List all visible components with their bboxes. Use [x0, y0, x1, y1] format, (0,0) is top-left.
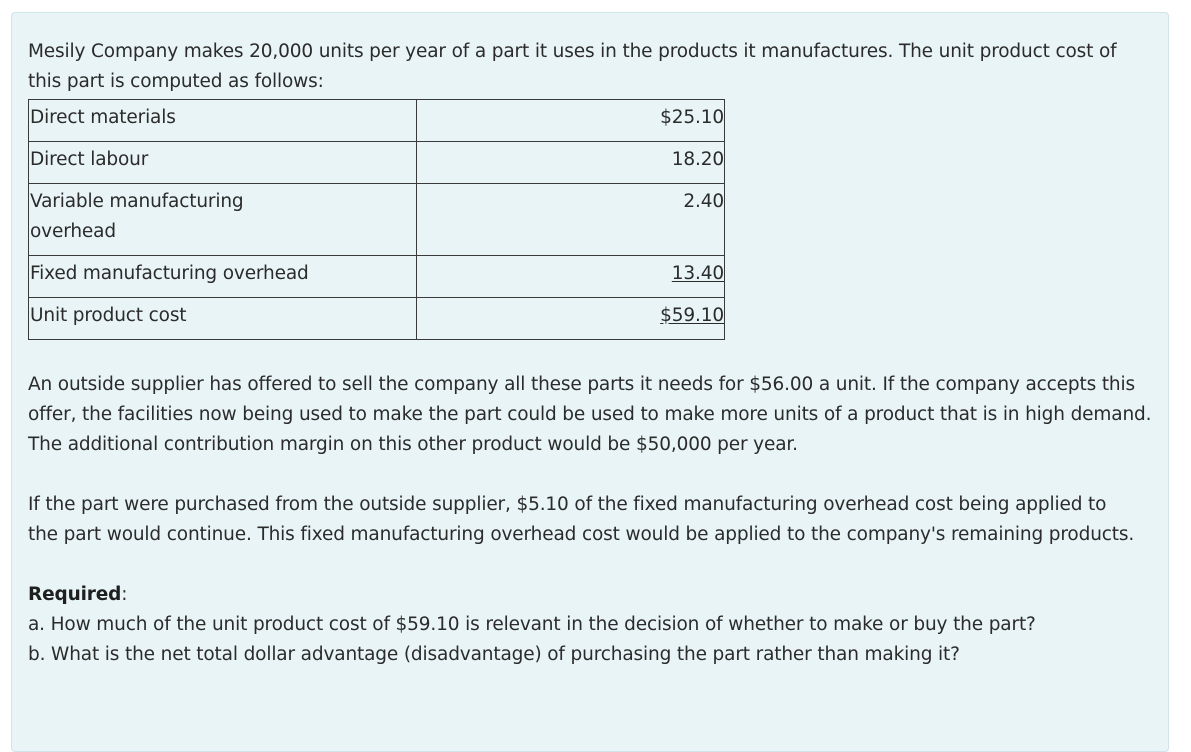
supplier-offer-paragraph: An outside supplier has offered to sell …	[28, 374, 1152, 455]
cost-label: Variable manufacturing overhead	[28, 183, 417, 256]
cost-amount: 2.40	[416, 183, 725, 256]
intro-paragraph: Mesily Company makes 20,000 units per ye…	[28, 41, 1117, 92]
table-row: Direct materials $25.10	[28, 99, 725, 142]
fixed-overhead-paragraph: If the part were purchased from the outs…	[28, 494, 1135, 545]
cost-label: Direct materials	[28, 99, 417, 142]
question-content: Mesily Company makes 20,000 units per ye…	[28, 37, 1153, 670]
table-row: Fixed manufacturing overhead 13.40	[28, 255, 725, 298]
required-label: Required	[28, 584, 122, 605]
table-row: Unit product cost $59.10	[28, 297, 725, 340]
unit-cost-table: Direct materials $25.10 Direct labour 18…	[28, 99, 725, 340]
table-row: Variable manufacturing overhead 2.40	[28, 183, 725, 256]
question-panel: Mesily Company makes 20,000 units per ye…	[11, 12, 1169, 752]
required-part-a: a. How much of the unit product cost of …	[28, 614, 1036, 635]
cost-amount: 18.20	[416, 141, 725, 184]
cost-amount: $25.10	[416, 99, 725, 142]
table-row: Direct labour 18.20	[28, 141, 725, 184]
cost-label: Unit product cost	[28, 297, 417, 340]
required-heading: Required:	[28, 584, 128, 605]
cost-label: Direct labour	[28, 141, 417, 184]
cost-label: Fixed manufacturing overhead	[28, 255, 417, 298]
cost-amount: $59.10	[416, 297, 725, 340]
required-part-b: b. What is the net total dollar advantag…	[28, 644, 960, 665]
cost-amount: 13.40	[416, 255, 725, 298]
